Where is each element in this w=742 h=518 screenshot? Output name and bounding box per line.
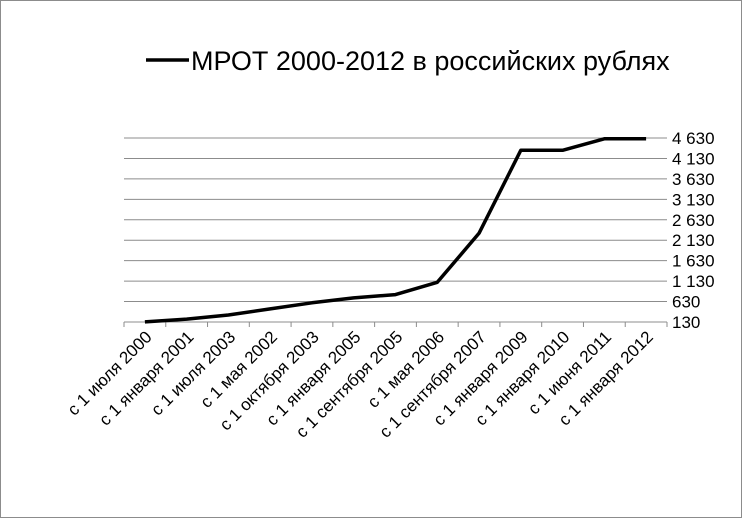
x-axis	[123, 321, 668, 327]
series-line	[144, 137, 647, 324]
y-tick-label: 2 630	[672, 211, 715, 230]
y-tick-label: 130	[672, 313, 700, 332]
y-tick-label: 1 630	[672, 252, 715, 271]
y-tick-label: 3 130	[672, 190, 715, 209]
y-tick-label: 4 130	[672, 149, 715, 168]
y-tick-label: 4 630	[672, 129, 715, 148]
y-tick-label: 630	[672, 293, 700, 312]
y-tick-label: 3 630	[672, 170, 715, 189]
y-tick-label: 2 130	[672, 231, 715, 250]
gridlines	[124, 137, 667, 303]
legend-label: МРОТ 2000-2012 в российских рублях	[191, 46, 670, 76]
legend: МРОТ 2000-2012 в российских рублях	[146, 46, 670, 76]
y-tick-label: 1 130	[672, 272, 715, 291]
series-layer	[144, 137, 647, 324]
